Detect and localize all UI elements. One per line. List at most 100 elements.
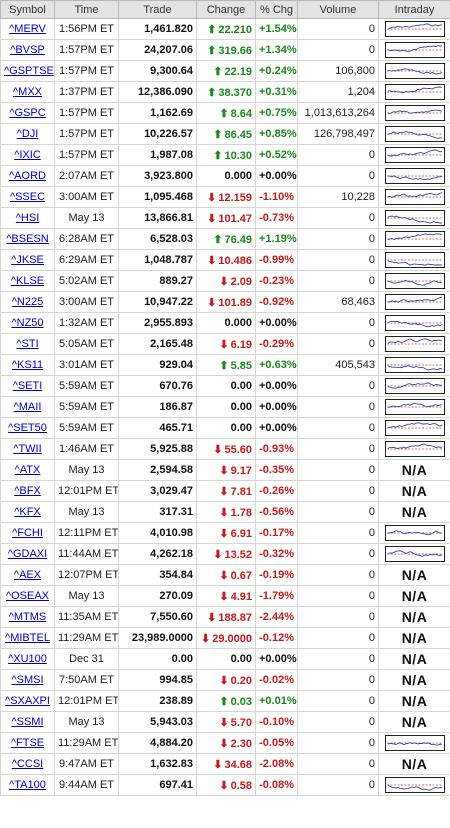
intraday-sparkline[interactable] <box>384 378 445 394</box>
symbol-link[interactable]: ^SXAXPI <box>5 695 50 707</box>
change-cell: ⬇ 13.52 <box>196 543 256 565</box>
sparkline-trace <box>387 215 442 224</box>
intraday-sparkline[interactable] <box>384 210 445 226</box>
intraday-sparkline[interactable] <box>384 315 445 331</box>
symbol-cell: ^GSPTSE <box>0 60 55 82</box>
symbol-link[interactable]: ^GDAXI <box>7 548 48 560</box>
symbol-link[interactable]: ^SSEC <box>9 191 46 203</box>
symbol-cell: ^SMSI <box>0 669 55 691</box>
quotes-table: Symbol Time Trade Change % Chg Volume In… <box>0 0 450 796</box>
header-pct-change[interactable]: % Chg <box>255 0 298 19</box>
symbol-cell: ^MAII <box>0 396 55 418</box>
symbol-link[interactable]: ^HSI <box>15 212 40 224</box>
table-row: ^MXX 1:37PM ET 12,386.090 ⬆ 38.370 +0.31% 1,20… <box>0 81 450 103</box>
symbol-link[interactable]: ^BVSP <box>10 44 45 56</box>
arrow-up-icon: ⬆ <box>213 233 223 246</box>
volume-cell: 0 <box>297 417 379 439</box>
header-volume[interactable]: Volume <box>297 0 379 19</box>
change-cell: 0.00 <box>196 375 256 397</box>
header-time[interactable]: Time <box>54 0 119 19</box>
symbol-link[interactable]: ^XU100 <box>8 653 47 665</box>
intraday-sparkline[interactable] <box>384 63 445 79</box>
intraday-sparkline[interactable] <box>384 441 445 457</box>
intraday-sparkline[interactable] <box>384 399 445 415</box>
intraday-sparkline[interactable] <box>384 231 445 247</box>
symbol-link[interactable]: ^AEX <box>13 569 42 581</box>
intraday-sparkline[interactable] <box>384 126 445 142</box>
symbol-link[interactable]: ^FCHI <box>12 527 43 539</box>
symbol-link[interactable]: ^IXIC <box>14 149 41 161</box>
intraday-sparkline[interactable] <box>384 420 445 436</box>
symbol-link[interactable]: ^SSMI <box>11 716 44 728</box>
intraday-sparkline[interactable] <box>384 336 445 352</box>
symbol-cell: ^MERV <box>0 18 55 40</box>
intraday-cell: N/A <box>378 585 450 607</box>
symbol-link[interactable]: ^NZ50 <box>11 317 44 329</box>
symbol-link[interactable]: ^OSEAX <box>5 590 50 602</box>
change-value: 6.19 <box>230 338 252 351</box>
sparkline-trace <box>387 443 442 449</box>
intraday-sparkline[interactable] <box>384 273 445 289</box>
symbol-link[interactable]: ^MAII <box>13 401 42 413</box>
change-cell: ⬇ 188.87 <box>196 606 256 628</box>
symbol-link[interactable]: ^BSESN <box>6 233 49 245</box>
symbol-link[interactable]: ^BFX <box>14 485 41 497</box>
change-cell: ⬇ 29.0000 <box>196 627 256 649</box>
intraday-sparkline[interactable] <box>384 147 445 163</box>
symbol-link[interactable]: ^GSPC <box>9 107 46 119</box>
symbol-link[interactable]: ^MXX <box>13 86 42 98</box>
intraday-sparkline[interactable] <box>384 525 445 541</box>
table-row: ^OSEAX May 13 270.09 ⬇ 4.91 -1.79% 0 N/A <box>0 585 450 607</box>
intraday-sparkline[interactable] <box>384 189 445 205</box>
symbol-link[interactable]: ^CCSI <box>11 758 44 770</box>
symbol-link[interactable]: ^FTSE <box>10 737 45 749</box>
intraday-na-label: N/A <box>401 714 428 730</box>
header-change[interactable]: Change <box>196 0 256 19</box>
symbol-link[interactable]: ^MTMS <box>8 611 47 623</box>
header-trade[interactable]: Trade <box>118 0 197 19</box>
time-cell: 12:01PM ET <box>54 690 119 712</box>
symbol-cell: ^TWII <box>0 438 55 460</box>
symbol-link[interactable]: ^N225 <box>11 296 44 308</box>
header-symbol[interactable]: Symbol <box>0 0 55 19</box>
symbol-link[interactable]: ^TA100 <box>9 779 46 791</box>
symbol-link[interactable]: ^SETI <box>12 380 43 392</box>
symbol-link[interactable]: ^STI <box>16 338 39 350</box>
symbol-link[interactable]: ^GSPTSE <box>4 65 54 77</box>
symbol-link[interactable]: ^TWII <box>13 443 42 455</box>
arrow-up-icon: ⬆ <box>219 107 229 120</box>
symbol-link[interactable]: ^MERV <box>9 23 46 35</box>
symbol-link[interactable]: ^SET50 <box>8 422 47 434</box>
arrow-down-icon: ⬇ <box>219 527 229 540</box>
intraday-sparkline[interactable] <box>384 252 445 268</box>
volume-cell: 0 <box>297 648 379 670</box>
symbol-link[interactable]: ^ATX <box>14 464 41 476</box>
change-value: 4.91 <box>230 590 252 603</box>
symbol-link[interactable]: ^JKSE <box>11 254 44 266</box>
volume-cell: 0 <box>297 669 379 691</box>
intraday-sparkline[interactable] <box>384 777 445 793</box>
intraday-sparkline[interactable] <box>384 357 445 373</box>
symbol-link[interactable]: ^AORD <box>9 170 46 182</box>
intraday-sparkline[interactable] <box>384 735 445 751</box>
symbol-link[interactable]: ^KLSE <box>10 275 45 287</box>
symbol-link[interactable]: ^KS11 <box>11 359 44 371</box>
volume-cell: 10,228 <box>297 186 379 208</box>
intraday-sparkline[interactable] <box>384 21 445 37</box>
symbol-link[interactable]: ^MIBTEL <box>5 632 50 644</box>
intraday-sparkline[interactable] <box>384 42 445 58</box>
change-value: 0.00 <box>230 380 252 392</box>
symbol-cell: ^GDAXI <box>0 543 55 565</box>
table-row: ^NZ50 1:32AM ET 2,955.893 0.000 +0.00% 0 <box>0 312 450 334</box>
intraday-sparkline[interactable] <box>384 105 445 121</box>
intraday-sparkline[interactable] <box>384 294 445 310</box>
symbol-link[interactable]: ^SMSI <box>11 674 44 686</box>
intraday-sparkline[interactable] <box>384 168 445 184</box>
intraday-sparkline[interactable] <box>384 546 445 562</box>
header-intraday[interactable]: Intraday <box>378 0 450 19</box>
change-value: 101.47 <box>218 212 252 225</box>
symbol-link[interactable]: ^KFX <box>14 506 41 518</box>
pct-change-cell: +0.31% <box>255 81 298 103</box>
intraday-sparkline[interactable] <box>384 84 445 100</box>
symbol-link[interactable]: ^DJI <box>16 128 39 140</box>
